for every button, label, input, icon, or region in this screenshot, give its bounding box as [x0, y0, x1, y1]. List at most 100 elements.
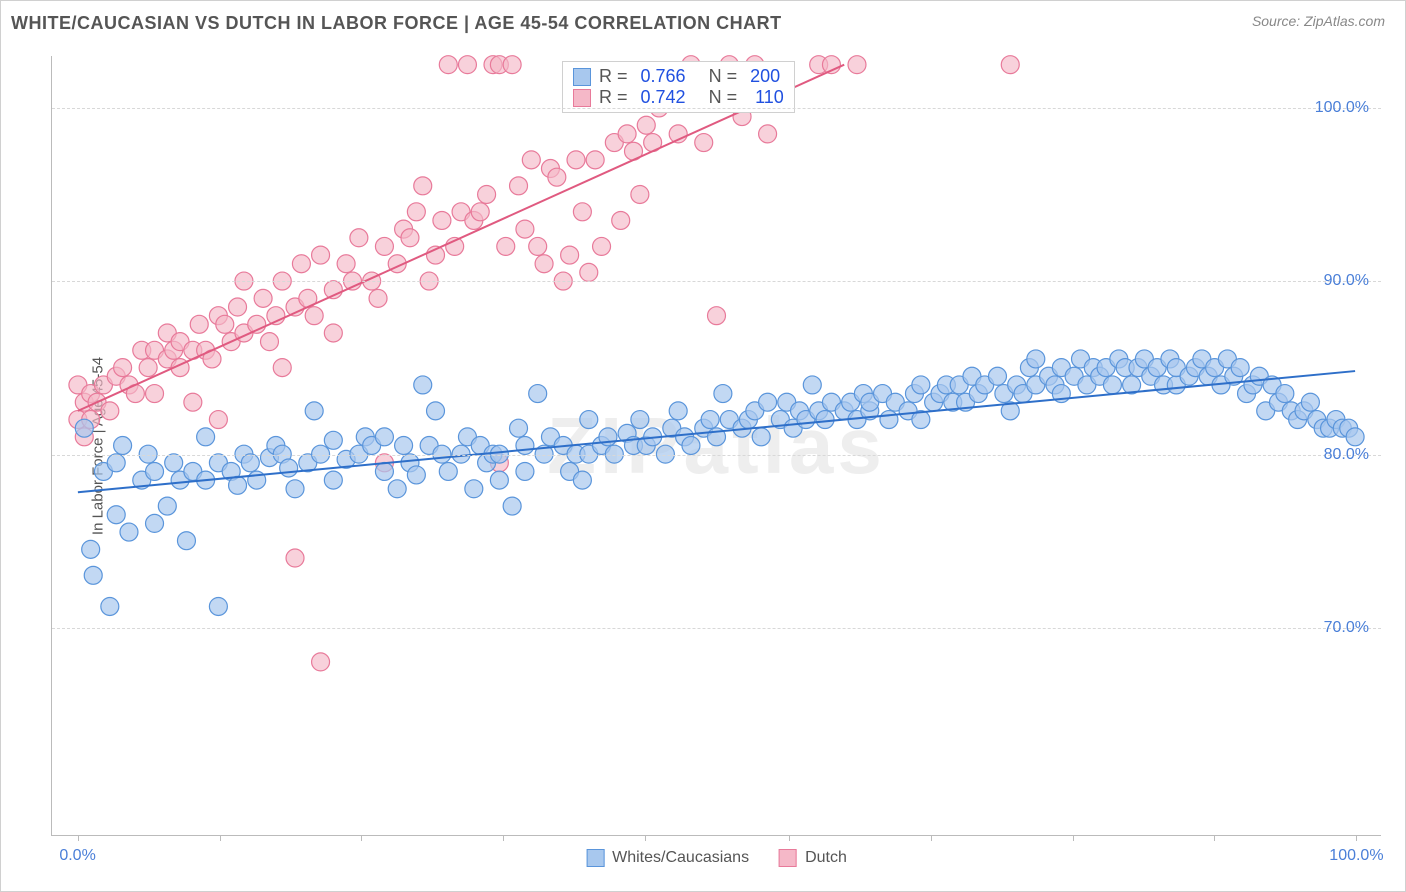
blue-point	[241, 454, 259, 472]
pink-point	[337, 255, 355, 273]
pink-point	[631, 186, 649, 204]
blue-point	[197, 428, 215, 446]
pink-point	[209, 411, 227, 429]
blue-point	[516, 462, 534, 480]
y-tick-label: 100.0%	[1315, 99, 1369, 117]
x-tick	[78, 835, 79, 841]
pink-point	[190, 315, 208, 333]
blue-point	[407, 466, 425, 484]
blue-point	[82, 540, 100, 558]
x-tick	[503, 835, 504, 841]
scatter-svg	[52, 56, 1381, 835]
pink-point	[369, 289, 387, 307]
pink-point	[273, 359, 291, 377]
pink-point	[433, 211, 451, 229]
pink-point	[637, 116, 655, 134]
pink-point	[216, 315, 234, 333]
stat-r-pink: 0.742	[641, 87, 686, 108]
blue-point	[107, 506, 125, 524]
blue-point	[324, 471, 342, 489]
pink-point	[580, 263, 598, 281]
stat-r-label: R =	[599, 66, 633, 87]
blue-point	[395, 437, 413, 455]
blue-point	[490, 471, 508, 489]
pink-point	[324, 324, 342, 342]
pink-point	[848, 56, 866, 74]
gridline-h	[52, 108, 1381, 109]
blue-point	[465, 480, 483, 498]
blue-point	[146, 514, 164, 532]
blue-point	[714, 385, 732, 403]
x-tick	[1356, 835, 1357, 841]
gridline-h	[52, 281, 1381, 282]
pink-point	[414, 177, 432, 195]
stat-n-label: N =	[694, 66, 743, 87]
blue-point	[286, 480, 304, 498]
blue-point	[158, 497, 176, 515]
blue-point	[529, 385, 547, 403]
x-tick	[931, 835, 932, 841]
y-tick-label: 80.0%	[1324, 446, 1369, 464]
blue-point	[803, 376, 821, 394]
blue-point	[1301, 393, 1319, 411]
pink-point	[618, 125, 636, 143]
x-tick	[1214, 835, 1215, 841]
pink-point	[458, 56, 476, 74]
legend-swatch-blue	[586, 849, 604, 867]
legend-item-pink: Dutch	[779, 849, 847, 867]
stats-row-pink: R = 0.742 N = 110	[573, 87, 784, 108]
blue-point	[439, 462, 457, 480]
pink-point	[593, 237, 611, 255]
blue-point	[669, 402, 687, 420]
pink-point	[139, 359, 157, 377]
pink-point	[312, 653, 330, 671]
gridline-h	[52, 455, 1381, 456]
x-tick	[1073, 835, 1074, 841]
blue-point	[682, 437, 700, 455]
blue-point	[510, 419, 528, 437]
blue-point	[375, 462, 393, 480]
pink-point	[567, 151, 585, 169]
legend-label-pink: Dutch	[805, 849, 847, 867]
blue-point	[305, 402, 323, 420]
gridline-h	[52, 628, 1381, 629]
blue-point	[912, 376, 930, 394]
stat-n-pink: 110	[755, 87, 784, 108]
y-tick-label: 90.0%	[1324, 272, 1369, 290]
blue-point	[880, 411, 898, 429]
pink-point	[548, 168, 566, 186]
stats-row-blue: R = 0.766 N = 200	[573, 66, 784, 87]
pink-point	[529, 237, 547, 255]
pink-point	[184, 393, 202, 411]
blue-point	[631, 411, 649, 429]
blue-point	[516, 437, 534, 455]
stat-r-blue: 0.766	[641, 66, 686, 87]
y-tick-label: 70.0%	[1324, 619, 1369, 637]
blue-point	[146, 462, 164, 480]
blue-point	[503, 497, 521, 515]
pink-point	[561, 246, 579, 264]
blue-point	[75, 419, 93, 437]
x-tick	[789, 835, 790, 841]
legend-bottom: Whites/Caucasians Dutch	[586, 849, 847, 867]
blue-point	[1027, 350, 1045, 368]
pink-point	[439, 56, 457, 74]
source-attribution: Source: ZipAtlas.com	[1252, 13, 1385, 29]
blue-point	[84, 566, 102, 584]
blue-point	[1276, 385, 1294, 403]
pink-point	[708, 307, 726, 325]
legend-swatch-pink	[779, 849, 797, 867]
pink-point	[522, 151, 540, 169]
stat-r-label: R =	[599, 87, 633, 108]
pink-point	[503, 56, 521, 74]
pink-point	[401, 229, 419, 247]
blue-point	[427, 402, 445, 420]
pink-point	[350, 229, 368, 247]
blue-point	[759, 393, 777, 411]
blue-point	[107, 454, 125, 472]
pink-point	[478, 186, 496, 204]
blue-point	[414, 376, 432, 394]
blue-point	[165, 454, 183, 472]
x-tick	[361, 835, 362, 841]
pink-point	[573, 203, 591, 221]
